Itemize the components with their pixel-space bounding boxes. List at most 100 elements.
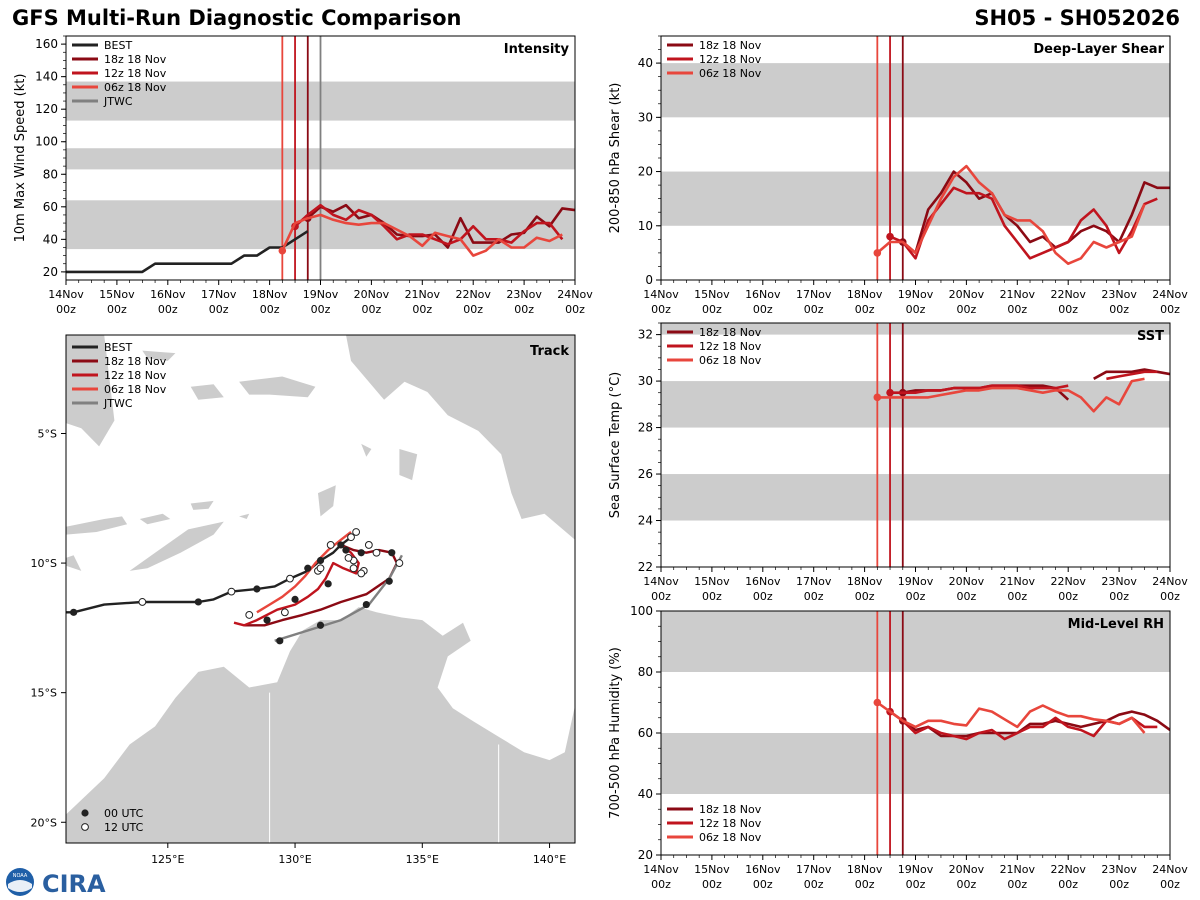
page-title: GFS Multi-Run Diagnostic Comparison (12, 6, 462, 30)
intensity-y-label: 10m Max Wind Speed (kt) (13, 74, 28, 243)
series-line-run12 (1106, 370, 1158, 381)
x-tick-label: 15Nov (694, 863, 730, 876)
series-line-run12 (890, 384, 1069, 395)
track-point-00utc (276, 637, 284, 645)
y-tick-label: 140 (35, 70, 58, 84)
series-line-run06 (876, 701, 1146, 734)
x-tick-sublabel: 00z (651, 878, 671, 891)
x-tick-sublabel: 00z (565, 303, 585, 316)
land-mass (142, 350, 176, 361)
x-tick-sublabel: 00z (1007, 303, 1027, 316)
category-band (661, 381, 1170, 428)
y-tick-label: 28 (638, 421, 653, 435)
storm-id: SH05 - SH052026 (974, 6, 1180, 30)
legend-label: 06z 18 Nov (699, 831, 762, 844)
noaa-label: NOAA (13, 873, 28, 879)
y-tick-label: 32 (638, 328, 653, 342)
y-tick-label: 80 (43, 167, 58, 181)
series-line-run12 (294, 203, 564, 246)
land-mass (190, 384, 224, 400)
lon-tick-label: 130°E (278, 853, 311, 866)
x-tick-sublabel: 00z (1058, 878, 1078, 891)
series-line-run18 (902, 710, 1170, 738)
x-tick-label: 16Nov (150, 288, 186, 301)
legend-label: BEST (104, 39, 132, 52)
x-tick-label: 22Nov (1050, 575, 1086, 588)
sst-frame (660, 322, 1171, 568)
x-tick-sublabel: 00z (1109, 878, 1129, 891)
x-tick-sublabel: 00z (1058, 303, 1078, 316)
intensity-series (66, 203, 575, 274)
land-mass (66, 555, 82, 571)
category-band (661, 63, 1170, 118)
x-tick-label: 17Nov (796, 288, 832, 301)
series-line-run06 (281, 213, 563, 257)
rh-panel: 20 40 60 80 100 700-500 hPa Humidity (%) 14Nov… (608, 604, 1188, 891)
shear-title: Deep-Layer Shear (1033, 42, 1164, 57)
x-tick-label: 23Nov (1101, 288, 1137, 301)
legend-label: JTWC (103, 397, 133, 410)
land-mass (129, 521, 224, 571)
track-point-00utc (316, 556, 325, 565)
track-point-12utc (349, 564, 358, 573)
x-tick-sublabel: 00z (957, 303, 977, 316)
sst-x-axis: 14Nov 00z 15Nov 00z 16Nov 00z 17Nov 00z 18Nov 00z… (643, 567, 1188, 603)
lat-tick-label: 20°S (31, 816, 57, 829)
init-marker-run12 (886, 388, 894, 397)
x-tick-sublabel: 00z (957, 590, 977, 603)
x-tick-label: 14Nov (643, 288, 679, 301)
x-tick-sublabel: 00z (260, 303, 280, 316)
x-tick-label: 17Nov (201, 288, 237, 301)
x-tick-sublabel: 00z (957, 878, 977, 891)
x-tick-label: 20Nov (949, 288, 985, 301)
init-marker-run12 (886, 232, 894, 241)
y-tick-label: 30 (638, 110, 653, 124)
x-tick-label: 22Nov (1050, 863, 1086, 876)
legend-label: 18z 18 Nov (699, 39, 762, 52)
y-tick-label: 100 (35, 135, 58, 149)
legend-label: 18z 18 Nov (699, 326, 762, 339)
x-tick-label: 21Nov (405, 288, 441, 301)
x-tick-sublabel: 00z (463, 303, 483, 316)
x-tick-label: 24Nov (1152, 863, 1188, 876)
series-line-run06 (876, 164, 1146, 266)
land-mass (346, 335, 575, 540)
x-tick-label: 23Nov (506, 288, 542, 301)
x-tick-label: 19Nov (303, 288, 339, 301)
x-tick-label: 21Nov (1000, 288, 1036, 301)
x-tick-sublabel: 00z (1109, 303, 1129, 316)
track-point-00utc (263, 616, 271, 624)
x-tick-label: 21Nov (1000, 863, 1036, 876)
legend-label: 12z 18 Nov (699, 817, 762, 830)
sst-series (873, 368, 1170, 413)
x-tick-sublabel: 00z (855, 878, 875, 891)
intensity-x-axis: 14Nov 00z 15Nov 00z 16Nov 00z 17Nov 00z 18Nov 00z… (48, 280, 593, 316)
legend-marker-12utc (81, 823, 89, 831)
x-tick-label: 15Nov (694, 288, 730, 301)
legend-label: 18z 18 Nov (104, 53, 167, 66)
legend-label: 18z 18 Nov (104, 355, 167, 368)
x-tick-label: 23Nov (1101, 575, 1137, 588)
intensity-title: Intensity (504, 42, 570, 57)
y-tick-label: 160 (35, 37, 58, 51)
lon-tick-label: 135°E (406, 853, 439, 866)
y-tick-label: 80 (638, 665, 653, 679)
track-line-run18 (244, 543, 399, 627)
x-tick-sublabel: 00z (702, 303, 722, 316)
x-tick-label: 15Nov (99, 288, 135, 301)
y-tick-label: 20 (638, 848, 653, 862)
intensity-panel: 20 40 60 80 100 120 140 160 10m Max Wind Speed (… (13, 35, 593, 316)
x-tick-label: 18Nov (847, 575, 883, 588)
track-title: Track (530, 344, 569, 359)
cira-logo: NOAA CIRA (6, 868, 106, 898)
track-line-jtwc (274, 554, 403, 642)
x-tick-label: 24Nov (557, 288, 593, 301)
shear-y-axis: 0 10 20 30 40 (638, 35, 661, 287)
track-point-12utc (395, 559, 404, 567)
x-tick-sublabel: 00z (753, 590, 773, 603)
track-point-12utc (227, 587, 236, 596)
track-line-run12 (233, 543, 360, 627)
sst-panel: 22 24 26 28 30 32 Sea Surface Temp (°C) 14Nov 00… (608, 322, 1188, 603)
land-mass (66, 607, 575, 843)
